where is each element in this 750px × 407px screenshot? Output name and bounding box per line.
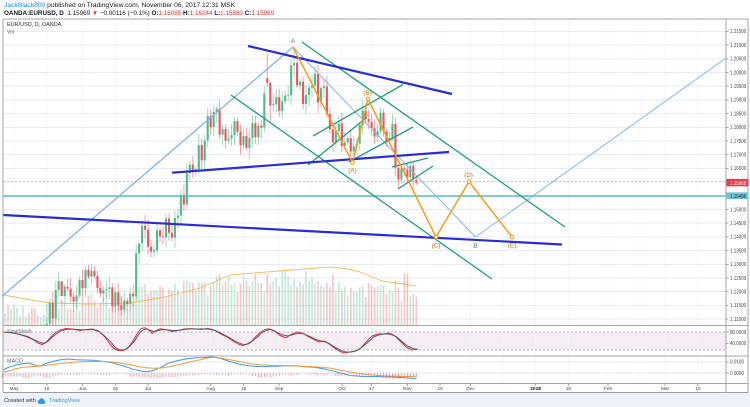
- svg-text:1.17000: 1.17000: [730, 153, 746, 159]
- svg-text:1.13000: 1.13000: [730, 262, 746, 268]
- svg-text:1.15000: 1.15000: [730, 207, 746, 213]
- svg-text:Jun: Jun: [79, 386, 87, 392]
- svg-text:B: B: [473, 243, 478, 250]
- svg-text:80.0000: 80.0000: [730, 330, 746, 336]
- svg-text:Feb: Feb: [604, 386, 613, 392]
- svg-text:Jul: Jul: [145, 386, 151, 392]
- svg-text:2018: 2018: [530, 386, 541, 392]
- svg-text:1.18000: 1.18000: [730, 125, 746, 131]
- svg-text:40.0000: 40.0000: [730, 341, 746, 347]
- svg-text:Mar: Mar: [661, 386, 670, 392]
- svg-text:17: 17: [369, 386, 375, 392]
- svg-text:Vol: Vol: [7, 30, 14, 36]
- svg-text:Nov: Nov: [403, 386, 412, 392]
- svg-text:16: 16: [113, 386, 119, 392]
- svg-text:SlowStoch: SlowStoch: [7, 329, 32, 335]
- svg-text:1.11000: 1.11000: [730, 317, 746, 323]
- svg-text:EUR/USD, D, OANDA: EUR/USD, D, OANDA: [7, 22, 62, 28]
- svg-text:Aug: Aug: [206, 386, 215, 392]
- svg-text:1.11500: 1.11500: [730, 303, 746, 309]
- svg-text:16: 16: [438, 386, 444, 392]
- svg-text:0.0000: 0.0000: [730, 371, 744, 377]
- svg-text:1.16500: 1.16500: [730, 166, 746, 172]
- svg-text:MACD: MACD: [7, 359, 23, 365]
- svg-text:1.17500: 1.17500: [730, 139, 746, 145]
- svg-text:(E): (E): [508, 243, 517, 250]
- svg-text:1.20000: 1.20000: [730, 70, 746, 76]
- svg-text:1.21500: 1.21500: [730, 29, 746, 35]
- svg-text:Dec: Dec: [466, 386, 475, 392]
- svg-text:1.12500: 1.12500: [730, 276, 746, 282]
- svg-text:A: A: [291, 38, 296, 45]
- svg-text:Sep: Sep: [275, 386, 284, 392]
- svg-text:May: May: [9, 386, 19, 392]
- svg-text:1.15486: 1.15486: [730, 194, 746, 200]
- svg-text:1.19000: 1.19000: [730, 98, 746, 104]
- svg-text:(C): (C): [432, 243, 441, 250]
- svg-text:Oct: Oct: [338, 386, 346, 392]
- svg-text:1.12000: 1.12000: [730, 290, 746, 296]
- svg-text:1.15969: 1.15969: [730, 181, 746, 187]
- svg-text:1.18500: 1.18500: [730, 111, 746, 117]
- svg-text:16: 16: [695, 386, 701, 392]
- svg-text:(A): (A): [348, 168, 357, 175]
- svg-text:(D): (D): [464, 172, 473, 179]
- svg-text:16: 16: [241, 386, 247, 392]
- svg-text:1.14000: 1.14000: [730, 235, 746, 241]
- svg-text:16: 16: [44, 386, 50, 392]
- svg-text:(B): (B): [363, 90, 372, 97]
- svg-text:0.0100: 0.0100: [730, 360, 744, 366]
- svg-text:16: 16: [566, 386, 572, 392]
- svg-text:1.14500: 1.14500: [730, 221, 746, 227]
- svg-text:1.19500: 1.19500: [730, 84, 746, 90]
- svg-text:1.13500: 1.13500: [730, 248, 746, 254]
- svg-text:1.20500: 1.20500: [730, 57, 746, 63]
- svg-text:1.21000: 1.21000: [730, 43, 746, 49]
